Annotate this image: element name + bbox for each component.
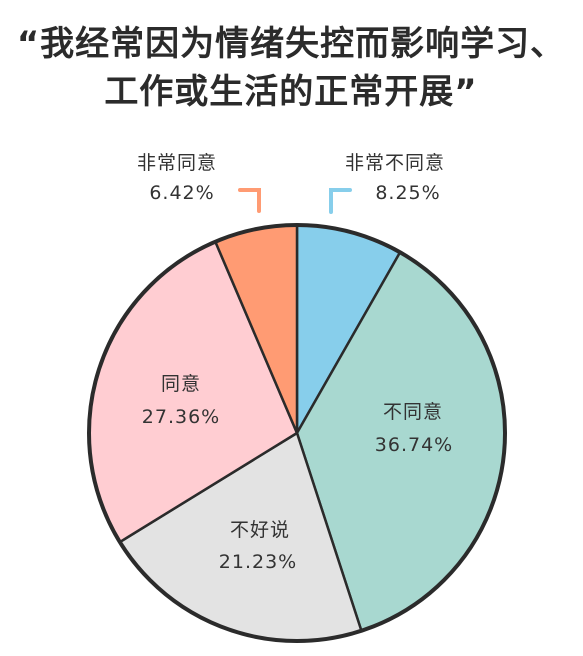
pie-slices	[87, 223, 507, 643]
callout-marker-strongly-disagree	[329, 188, 352, 214]
callout-strongly-agree: 非常同意 6.42%	[137, 152, 261, 213]
chart-title-line-2: 工作或生活的正常开展”	[104, 72, 477, 112]
inside-label-agree: 同意 27.36%	[142, 373, 220, 428]
slice-value-strongly-agree: 6.42%	[149, 182, 214, 204]
chart-title: “我经常因为情绪失控而影响学习、 工作或生活的正常开展”	[17, 24, 565, 112]
slice-value-agree: 27.36%	[142, 406, 220, 428]
inside-label-disagree: 不同意 36.74%	[375, 401, 453, 456]
slice-label-disagree: 不同意	[383, 401, 443, 423]
slice-label-neutral: 不好说	[230, 519, 290, 541]
slice-value-disagree: 36.74%	[375, 434, 453, 456]
slice-value-neutral: 21.23%	[219, 551, 297, 573]
slice-value-strongly-disagree: 8.25%	[375, 182, 440, 204]
slice-label-agree: 同意	[161, 373, 201, 395]
inside-label-neutral: 不好说 21.23%	[219, 519, 297, 573]
chart-title-line-1: “我经常因为情绪失控而影响学习、	[17, 24, 565, 64]
slice-label-strongly-agree: 非常同意	[137, 152, 217, 174]
callout-strongly-disagree: 非常不同意 8.25%	[329, 152, 445, 214]
slice-label-strongly-disagree: 非常不同意	[345, 152, 445, 174]
callout-marker-strongly-agree	[238, 188, 261, 213]
pie-outline	[87, 223, 507, 643]
